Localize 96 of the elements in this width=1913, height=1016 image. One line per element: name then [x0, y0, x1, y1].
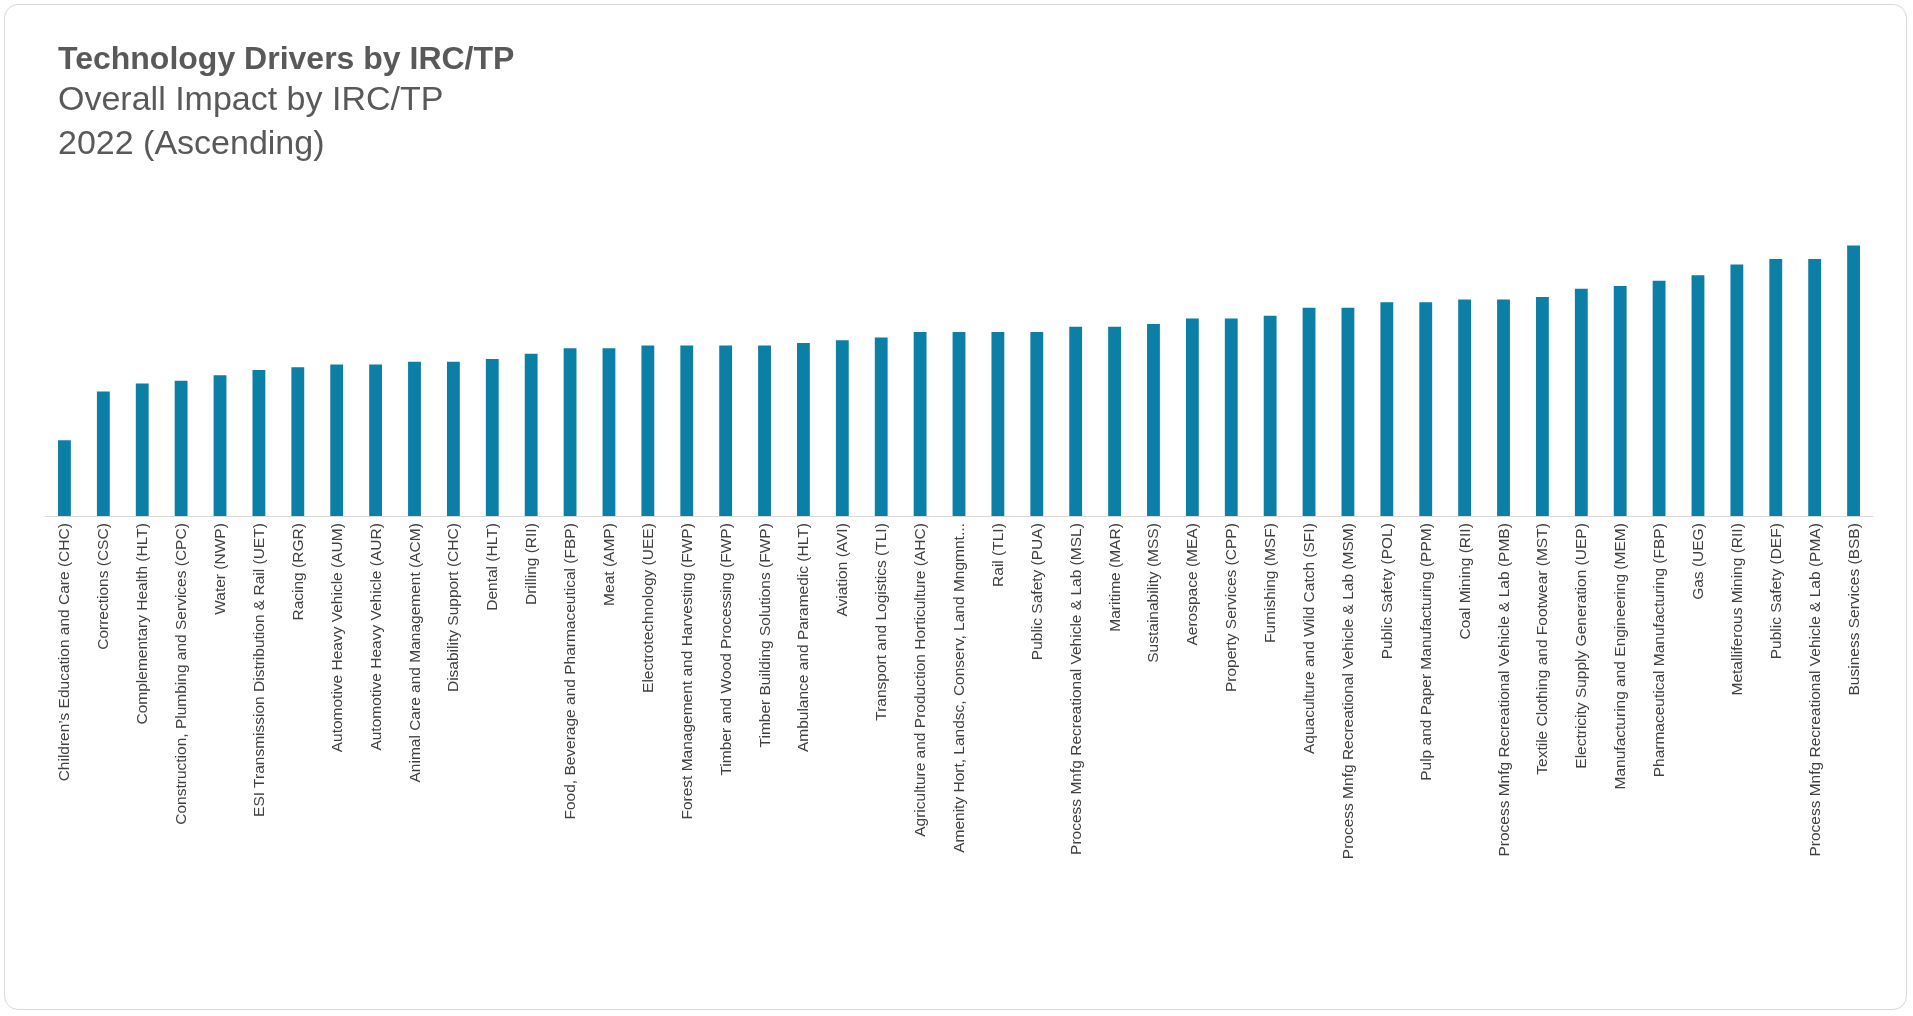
bar — [524, 353, 538, 516]
bar — [291, 367, 305, 516]
x-tick-label: Process Mnfg Recreational Vehicle & Lab (PMA) — [1805, 523, 1823, 857]
x-tick-label: Pharmaceutical Manufacturing (FBP) — [1650, 523, 1668, 778]
bar — [602, 348, 616, 516]
x-tick-label: Automotive Heavy Vehicle (AUM) — [327, 523, 345, 753]
x-tick-label: Dental (HLT) — [483, 523, 501, 611]
x-tick-label: Furnishing (MSF) — [1261, 523, 1279, 643]
x-tick-label: Animal Care and Management (ACM) — [405, 523, 423, 783]
x-tick-label: Aquaculture and Wild Catch (SFI) — [1300, 523, 1318, 755]
x-tick-label: Coal Mining (RII) — [1455, 523, 1473, 640]
bar — [1030, 332, 1044, 516]
bar — [563, 348, 577, 516]
bar — [952, 332, 966, 516]
bar — [913, 332, 927, 516]
bar — [680, 345, 694, 516]
bar — [1808, 259, 1822, 516]
x-tick-label: Automotive Heavy Vehicle (AUR) — [366, 523, 384, 751]
x-tick-label: Electricity Supply Generation (UEP) — [1572, 523, 1590, 769]
bar — [758, 345, 771, 516]
x-tick-label: Business Services (BSB) — [1844, 523, 1862, 696]
x-tick-label: ESI Transmission Distribution & Rail (UET) — [249, 523, 267, 817]
x-tick-label: Process Mnfg Recreational Vehicle & Lab (MSL) — [1066, 523, 1084, 855]
bar — [1069, 326, 1083, 516]
x-tick-label: Sustainability (MSS) — [1144, 523, 1162, 663]
x-tick-label: Meat (AMP) — [600, 523, 617, 606]
bar — [1185, 318, 1199, 516]
bar — [174, 380, 188, 516]
x-tick-label: Amenity Hort, Landsc, Conserv, Land Mngmnt... — [950, 523, 968, 853]
x-tick-label: Rail (TLI) — [988, 523, 1006, 587]
bar — [1730, 264, 1744, 516]
bar — [719, 345, 733, 516]
x-tick-label: Process Mnfg Recreational Vehicle & Lab (MSM) — [1338, 523, 1356, 860]
x-tick-label: Construction, Plumbing and Services (CPC) — [172, 523, 190, 825]
bar — [641, 345, 655, 516]
x-tick-label: Ambulance and Paramedic (HLT) — [794, 523, 812, 753]
bar — [96, 391, 110, 516]
x-tick-label: Public Safety (DEF) — [1766, 523, 1784, 660]
x-tick-label: Maritime (MAR) — [1105, 523, 1123, 632]
x-tick-label: Water (NWP) — [211, 523, 229, 615]
chart-title: Technology Drivers by IRC/TP — [58, 40, 515, 77]
chart-subtitle: Overall Impact by IRC/TP 2022 (Ascending) — [58, 78, 445, 163]
bar — [1691, 275, 1705, 516]
bar — [874, 337, 888, 516]
x-tick-label: Disability Support (CHC) — [444, 523, 462, 693]
bar — [1302, 307, 1316, 516]
bar — [1224, 318, 1238, 516]
x-tick-label: Timber and Wood Processing (FWP) — [716, 523, 734, 776]
bar — [1419, 302, 1433, 516]
bar — [1380, 302, 1394, 516]
bar — [797, 342, 810, 516]
x-tick-label: Textile Clothing and Footwear (MST) — [1533, 523, 1551, 775]
bar — [1847, 245, 1860, 516]
bar — [1108, 326, 1121, 516]
x-tick-label: Property Services (CPP) — [1222, 523, 1240, 693]
x-tick-label: Aviation (AVI) — [833, 523, 851, 617]
x-tick-label: Process Mnfg Recreational Vehicle & Lab (PMB) — [1494, 523, 1512, 857]
bar — [1769, 259, 1783, 516]
bar — [135, 383, 149, 516]
bar — [330, 364, 344, 516]
x-tick-label: Public Safety (POL) — [1377, 523, 1395, 660]
x-tick-label: Aerospace (MEA) — [1183, 523, 1201, 646]
x-tick-label: Drilling (RII) — [522, 523, 540, 606]
bar — [1613, 286, 1627, 516]
bar — [1652, 280, 1666, 516]
x-tick-label: Timber Building Solutions (FWP) — [755, 523, 773, 748]
x-tick-label: Food, Beverage and Pharmaceutical (FBP) — [561, 523, 579, 820]
x-tick-label: Transport and Logistics (TLI) — [872, 523, 890, 721]
bar — [1535, 296, 1549, 516]
bar — [485, 359, 499, 516]
bar — [1263, 315, 1277, 516]
x-tick-label: Racing (RGR) — [288, 523, 306, 621]
x-tick-label: Agriculture and Production Horticulture (AHC) — [911, 523, 929, 837]
bar — [252, 369, 266, 516]
bar — [1574, 288, 1588, 516]
x-tick-label: Gas (UEG) — [1689, 523, 1707, 600]
x-tick-label: Metalliferous Mining (RII) — [1727, 523, 1745, 696]
x-tick-label: Public Safety (PUA) — [1027, 523, 1045, 661]
x-tick-label: Electrotechnology (UEE) — [638, 523, 656, 693]
bar — [58, 440, 71, 516]
x-tick-label: Manufacturing and Engineering (MEM) — [1611, 523, 1629, 790]
x-tick-label: Pulp and Paper Manufacturing (PPM) — [1416, 523, 1434, 781]
bar — [1497, 299, 1510, 516]
bar — [369, 364, 383, 516]
bar — [991, 332, 1005, 516]
bar — [1147, 323, 1160, 516]
x-tick-label: Forest Management and Harvesting (FWP) — [677, 523, 695, 820]
bar — [1341, 307, 1355, 516]
bar — [835, 340, 849, 516]
x-tick-label: Children’s Education and Care (CHC) — [55, 523, 73, 782]
x-tick-label: Complementary Health (HLT) — [133, 523, 151, 725]
bar — [1458, 299, 1472, 516]
bar — [446, 361, 460, 516]
bar — [213, 375, 227, 516]
bar — [408, 361, 421, 516]
x-tick-label: Corrections (CSC) — [94, 523, 112, 650]
